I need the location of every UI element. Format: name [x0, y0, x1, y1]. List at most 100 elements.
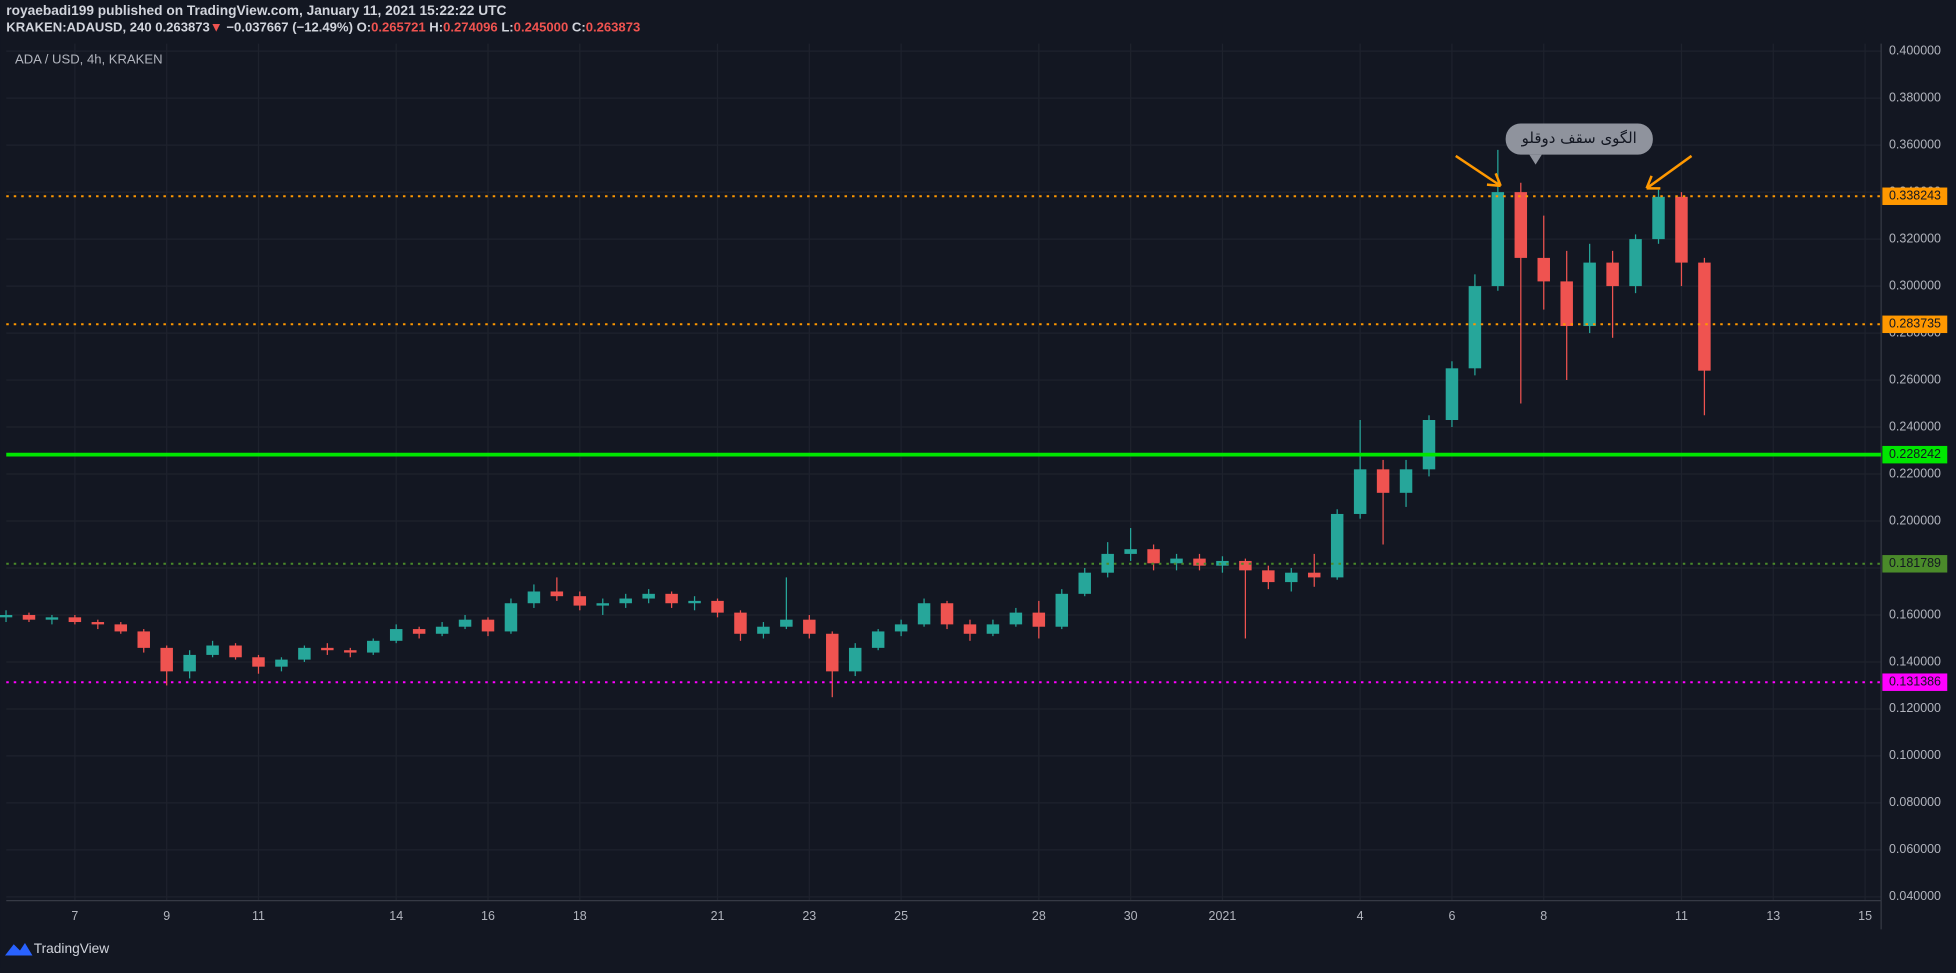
- candle-body: [435, 626, 449, 634]
- price-label-bg: [1882, 187, 1948, 205]
- x-tick-label: 6: [1448, 909, 1455, 923]
- candle-body: [986, 624, 1000, 634]
- x-tick-label: 4: [1357, 909, 1364, 923]
- candle-body: [229, 645, 242, 658]
- price-label: 0.283735: [1889, 317, 1941, 331]
- candle-body: [68, 617, 82, 623]
- o-label: O:: [357, 20, 372, 35]
- x-tick-label: 15: [1858, 909, 1872, 923]
- y-tick-label: 0.120000: [1889, 701, 1941, 715]
- candle-body: [91, 622, 105, 625]
- candle-body: [963, 624, 977, 634]
- price-label: 0.228242: [1889, 447, 1941, 461]
- x-tick-label: 25: [894, 909, 908, 923]
- brand: TradingView: [34, 941, 110, 956]
- candle-body: [573, 596, 587, 606]
- change: −0.037667 (−12.49%): [226, 20, 353, 35]
- publisher-line: royaebadi199 published on TradingView.co…: [6, 3, 506, 18]
- candle-body: [1353, 469, 1367, 514]
- y-tick-label: 0.380000: [1889, 90, 1941, 104]
- y-tick-label: 0.320000: [1889, 231, 1941, 245]
- y-tick-label: 0.080000: [1889, 795, 1941, 809]
- x-tick-label: 28: [1032, 909, 1046, 923]
- l-label: L:: [501, 20, 513, 35]
- candle-body: [826, 633, 839, 672]
- candle-body: [22, 614, 36, 620]
- candle-body: [1170, 558, 1183, 564]
- symbol: KRAKEN:ADAUSD, 240: [6, 20, 151, 35]
- candle-body: [1262, 570, 1275, 583]
- y-tick-label: 0.200000: [1889, 513, 1941, 527]
- high: 0.274096: [443, 20, 498, 35]
- candle-body: [344, 650, 357, 653]
- candle-body: [160, 647, 173, 672]
- candle-body: [1239, 560, 1252, 571]
- candle-body: [688, 600, 701, 604]
- candle-body: [619, 598, 632, 604]
- candle-body: [1376, 469, 1390, 493]
- candle-body: [665, 593, 678, 604]
- candle-body: [1285, 572, 1298, 583]
- candle-body: [321, 647, 334, 651]
- price-label: 0.181789: [1889, 556, 1941, 570]
- candle-body: [114, 624, 128, 632]
- annotation-arrow: [1645, 154, 1693, 190]
- y-tick-label: 0.360000: [1889, 137, 1941, 151]
- chart-title: ADA / USD, 4h, KRAKEN: [15, 51, 163, 66]
- candle-body: [1514, 192, 1528, 258]
- candle-body: [550, 591, 564, 597]
- candle-body: [412, 629, 426, 634]
- candle-body: [803, 619, 816, 634]
- candle-body: [757, 626, 770, 634]
- candle-body: [1124, 549, 1137, 554]
- c-label: C:: [572, 20, 586, 35]
- candle-body: [1675, 196, 1688, 263]
- x-tick-label: 18: [573, 909, 587, 923]
- candle-body: [1445, 368, 1459, 420]
- symbol-line: KRAKEN:ADAUSD, 240 0.263873▼ −0.037667 (…: [6, 20, 640, 35]
- x-tick-label: 9: [163, 909, 170, 923]
- candle-body: [252, 657, 265, 667]
- price-label-bg: [1882, 555, 1948, 573]
- candle-body: [527, 591, 541, 604]
- y-tick-label: 0.240000: [1889, 419, 1941, 433]
- candle-body: [780, 619, 793, 627]
- annotation-arrow: [1455, 154, 1502, 188]
- x-tick-label: 11: [1675, 909, 1688, 923]
- y-tick-label: 0.260000: [1889, 372, 1941, 386]
- plot: [0, 149, 1882, 698]
- candle-body: [1491, 192, 1505, 287]
- price-label: 0.338243: [1889, 189, 1941, 203]
- y-tick-label: 0.100000: [1889, 748, 1941, 762]
- low: 0.245000: [514, 20, 569, 35]
- candle-body: [1583, 262, 1596, 327]
- x-tick-label: 16: [481, 909, 495, 923]
- candle-body: [711, 600, 724, 613]
- candle-body: [1193, 558, 1206, 566]
- candle-body: [1055, 593, 1069, 627]
- candle-body: [1308, 572, 1321, 578]
- candle-body: [1560, 281, 1573, 327]
- x-tick-label: 11: [252, 909, 265, 923]
- candle-body: [1468, 286, 1482, 369]
- y-tick-label: 0.060000: [1889, 842, 1941, 856]
- h-label: H:: [429, 20, 443, 35]
- candle-body: [504, 603, 518, 632]
- candle-body: [481, 619, 495, 632]
- candle-body: [367, 640, 380, 653]
- candle-body: [596, 603, 609, 606]
- candle-body: [1078, 572, 1091, 594]
- candle-body: [45, 617, 59, 620]
- x-tick-label: 21: [711, 909, 725, 923]
- annotation-bubble: [1505, 123, 1653, 155]
- candle-body: [298, 647, 311, 660]
- candle-body: [1399, 469, 1413, 493]
- candle-body: [734, 612, 747, 634]
- candle-body: [848, 647, 862, 672]
- annotation-text: الگوی سقف دوقلو: [1521, 129, 1637, 147]
- candle-body: [1422, 419, 1436, 470]
- x-tick-label: 13: [1766, 909, 1780, 923]
